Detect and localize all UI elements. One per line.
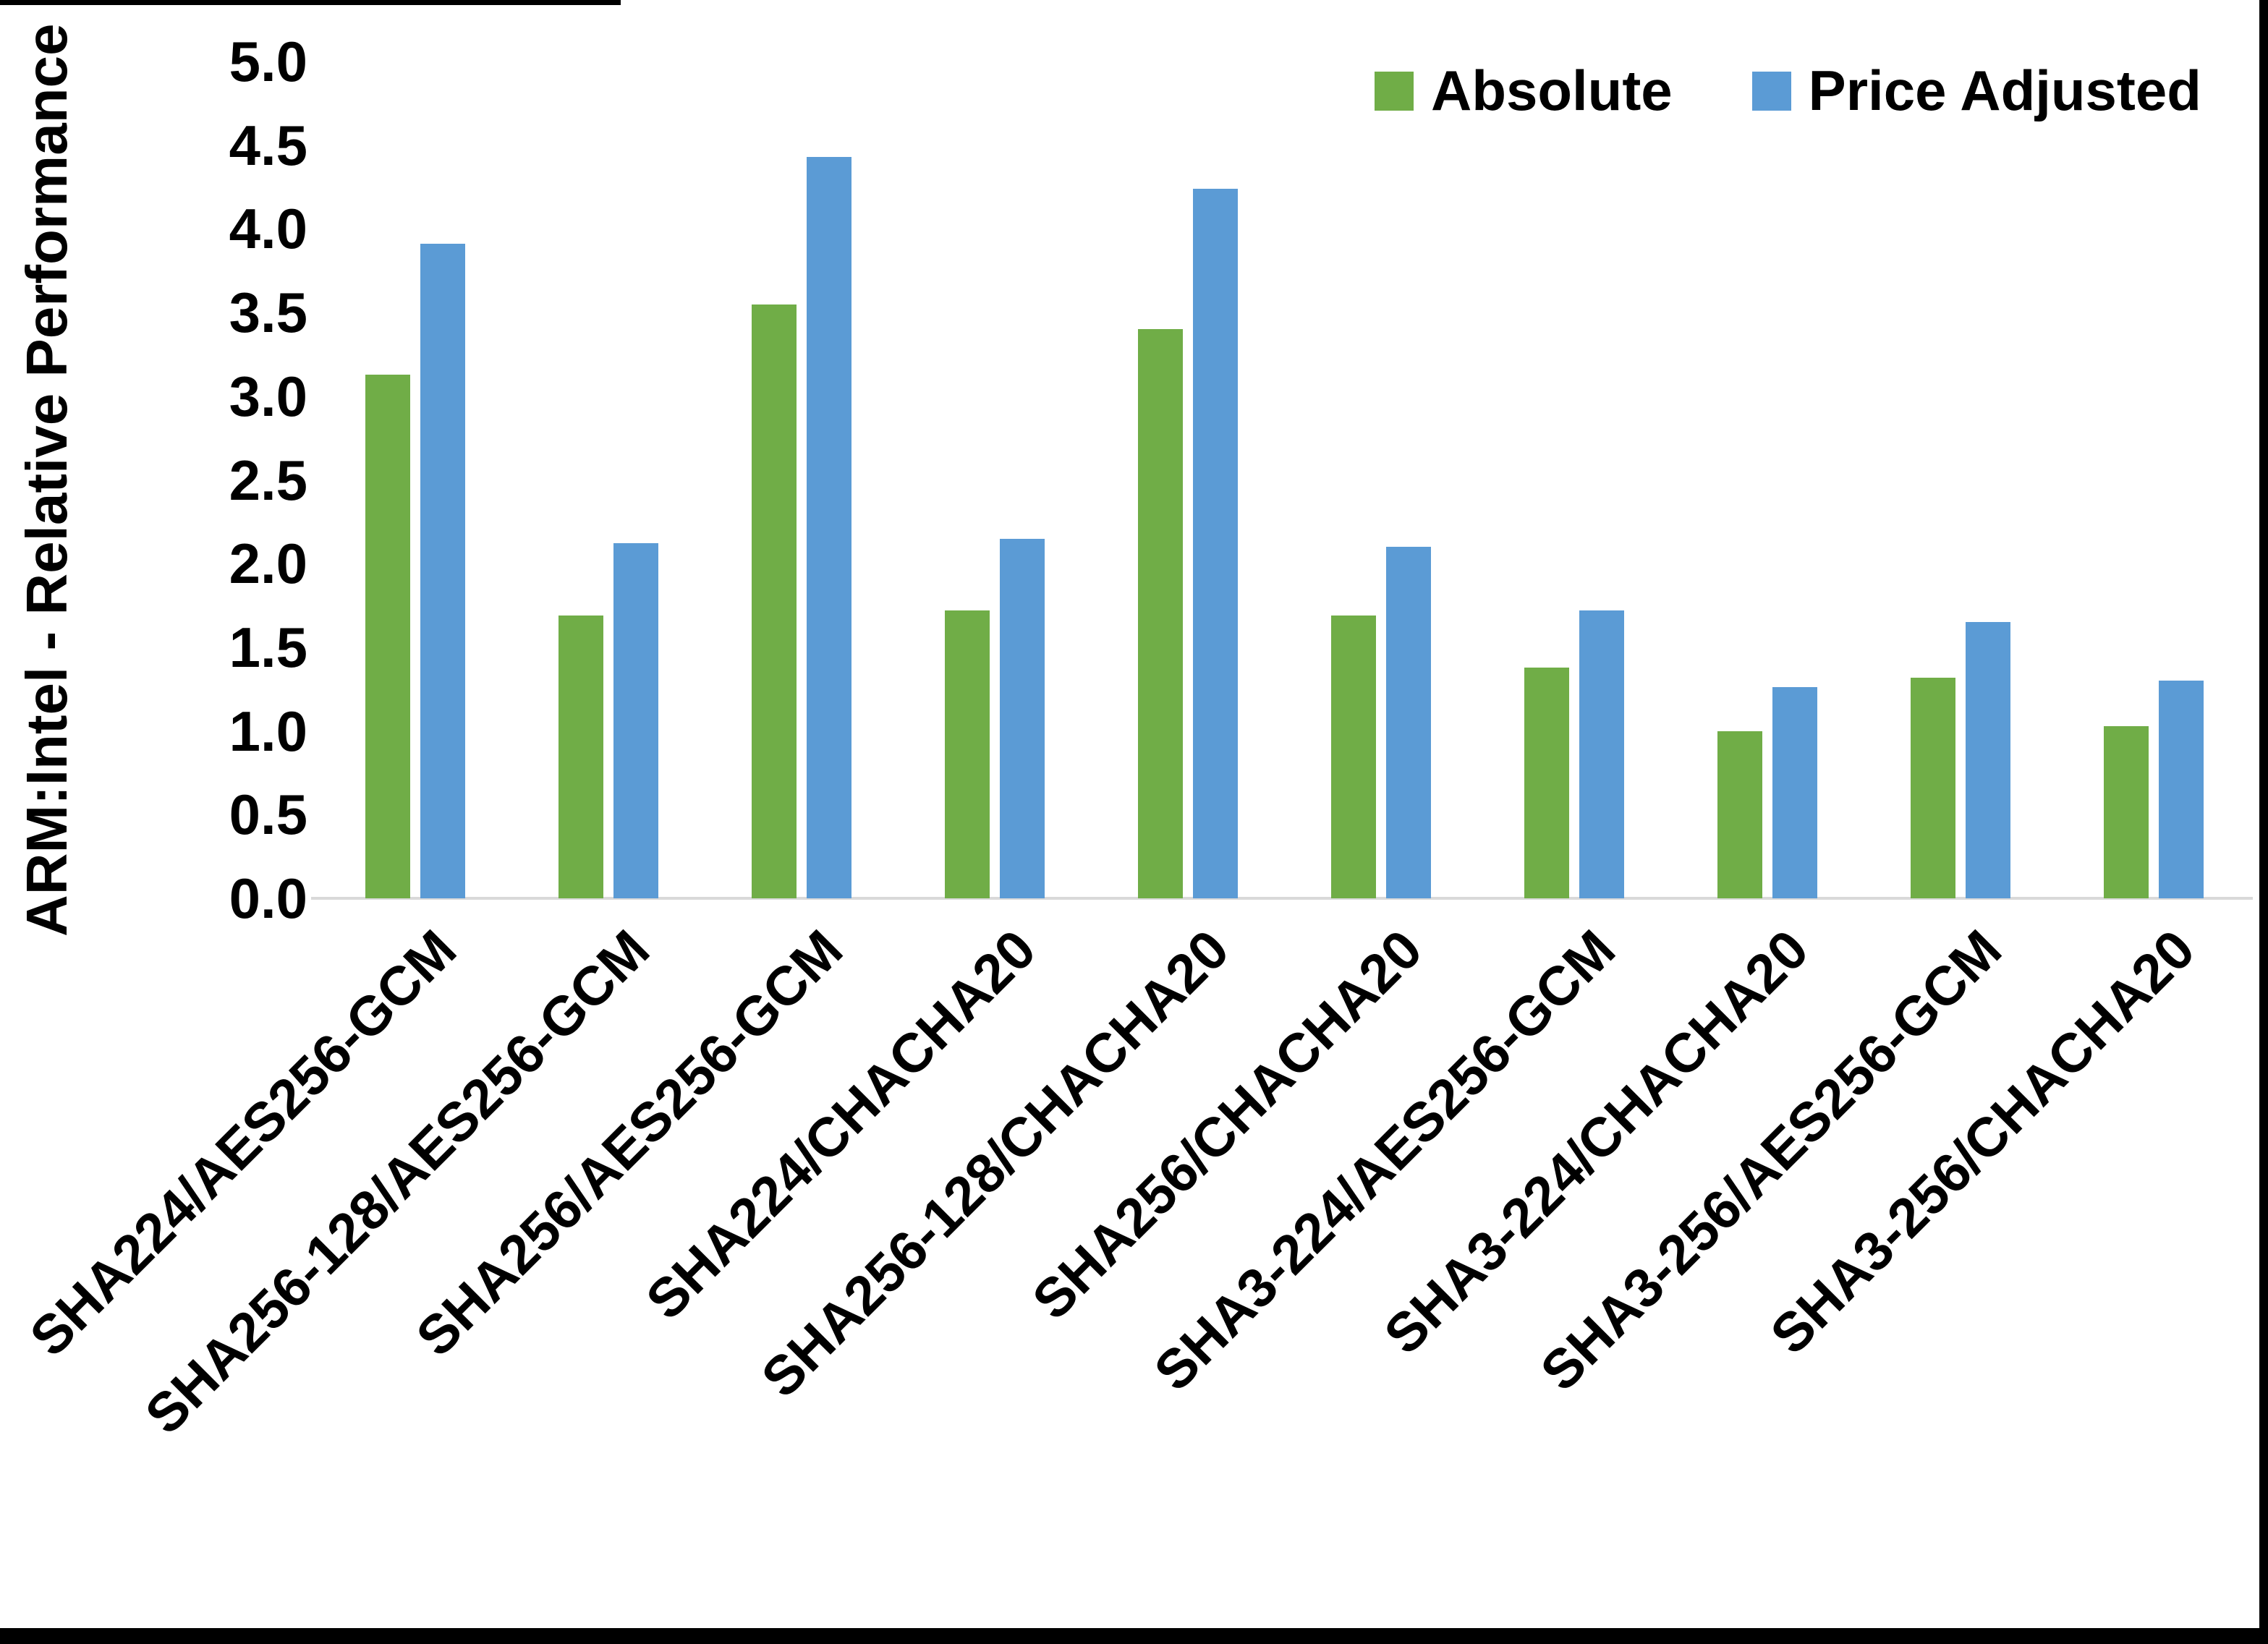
bar-price-adjusted <box>999 538 1045 898</box>
plot-area <box>318 61 2250 898</box>
y-tick-label: 1.0 <box>229 699 307 763</box>
bar-group <box>705 61 898 898</box>
bar-price-adjusted <box>1965 622 2010 898</box>
y-tick-label: 4.0 <box>229 197 307 261</box>
y-tick-label: 2.5 <box>229 448 307 512</box>
bar-absolute <box>751 304 797 898</box>
bar-absolute <box>1137 329 1183 898</box>
x-category-label: SHA256/CHACHA20 <box>1020 918 1434 1332</box>
legend-swatch-icon <box>1375 71 1414 111</box>
y-tick-label: 0.0 <box>229 866 307 930</box>
y-tick-label: 3.0 <box>229 364 307 428</box>
bar-absolute <box>1330 615 1376 898</box>
top-border-line <box>0 0 621 5</box>
bar-price-adjusted <box>613 543 658 898</box>
bar-group <box>1091 61 1284 898</box>
x-axis-line <box>311 897 2253 900</box>
bar-absolute <box>1717 731 1762 898</box>
legend-swatch-icon <box>1751 71 1791 111</box>
y-tick-label: 0.5 <box>229 783 307 847</box>
bar-group <box>898 61 1091 898</box>
legend: Absolute Price Adjusted <box>1375 58 2201 124</box>
bar-group <box>511 61 705 898</box>
y-tick-label: 5.0 <box>229 30 307 93</box>
bar-group <box>1477 61 1670 898</box>
bar-price-adjusted <box>1385 547 1431 898</box>
bar-absolute <box>1910 677 1955 898</box>
right-border-line <box>2259 0 2268 1644</box>
y-tick-label: 1.5 <box>229 615 307 679</box>
bar-absolute <box>558 615 603 898</box>
bar-group <box>1284 61 1477 898</box>
legend-item-price-adjusted: Price Adjusted <box>1751 58 2201 124</box>
bar-absolute <box>944 610 990 898</box>
bar-price-adjusted <box>2158 681 2204 898</box>
bar-price-adjusted <box>420 244 465 898</box>
bar-price-adjusted <box>1192 188 1238 898</box>
y-tick-label: 4.5 <box>229 113 307 177</box>
bar-absolute <box>365 374 410 898</box>
bar-absolute <box>2103 725 2149 898</box>
bar-absolute <box>1524 667 1569 898</box>
y-tick-label: 2.0 <box>229 532 307 596</box>
bar-price-adjusted <box>1579 610 1624 898</box>
legend-item-absolute: Absolute <box>1375 58 1673 124</box>
bar-price-adjusted <box>1772 687 1817 898</box>
bar-group <box>318 61 511 898</box>
bar-price-adjusted <box>806 156 851 898</box>
y-tick-label: 3.5 <box>229 281 307 345</box>
bottom-border-line <box>0 1628 2268 1644</box>
bar-group <box>1864 61 2057 898</box>
legend-label: Absolute <box>1431 59 1673 122</box>
y-axis-title: ARM:Intel - Relative Performance <box>14 23 79 937</box>
legend-label: Price Adjusted <box>1808 59 2201 122</box>
bar-group <box>2057 61 2250 898</box>
bar-group <box>1670 61 1864 898</box>
x-category-label: SHA224/CHACHA20 <box>634 918 1048 1332</box>
